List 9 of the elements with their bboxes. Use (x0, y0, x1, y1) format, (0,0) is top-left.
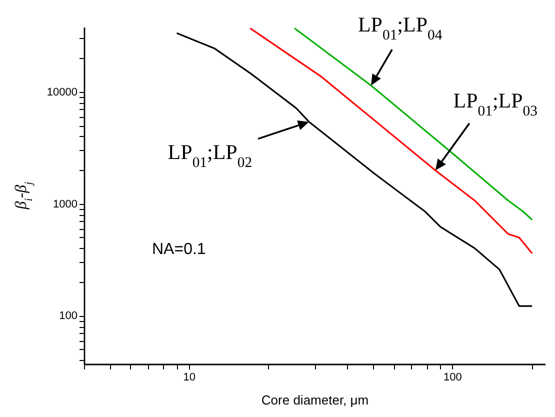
annotation: LP$_{01}$;LP$_{04}$ (358, 12, 443, 44)
x-tick-label: 10 (183, 372, 196, 384)
x-axis-title: Core diameter, μm (261, 392, 369, 408)
y-tick-label: 100 (59, 310, 78, 322)
y-tick-label: 10000 (46, 86, 78, 98)
annotation: NA=0.1 (152, 241, 206, 258)
annotation: LP$_{01}$;LP$_{02}$ (168, 140, 252, 171)
y-tick-label: 1000 (53, 198, 78, 210)
annotation: LP$_{01}$;LP$_{03}$ (453, 88, 538, 120)
